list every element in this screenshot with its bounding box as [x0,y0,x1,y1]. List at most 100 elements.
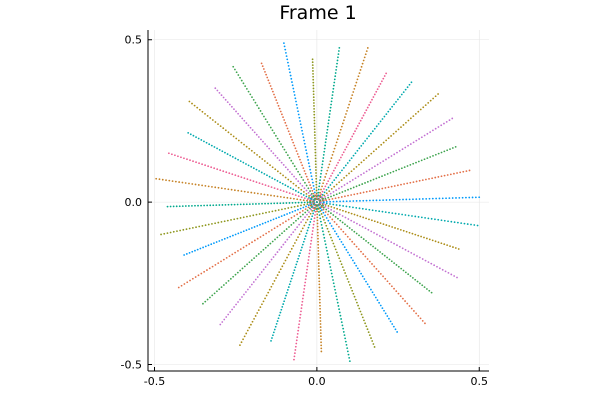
data-point [345,174,348,177]
data-point [440,151,443,154]
data-point [326,227,329,230]
data-point [266,162,269,165]
data-point [342,151,345,154]
ray-31 [315,201,426,325]
data-point [241,267,244,270]
data-point [218,288,221,291]
data-point [314,151,317,154]
data-point [355,245,358,248]
data-point [303,170,306,172]
data-point [296,213,299,216]
data-point [276,188,279,191]
data-point [284,297,286,300]
data-point [268,230,270,233]
data-point [333,185,336,188]
data-point [253,257,256,259]
data-point [363,278,366,280]
data-point [357,248,360,251]
data-point [332,203,335,206]
data-point [176,230,178,233]
data-point [350,170,353,173]
data-point [266,121,269,123]
data-point [274,238,276,241]
data-point [332,150,335,153]
data-point [356,214,359,217]
data-point [365,50,368,52]
data-point [278,248,281,251]
data-point [202,302,204,305]
data-point [249,179,252,182]
data-point [311,181,314,184]
data-point [384,277,387,280]
data-point [337,53,340,56]
data-point [273,93,275,96]
data-point [207,223,210,226]
data-point [378,301,381,304]
data-point [337,235,340,238]
data-point [340,185,343,188]
data-point [383,254,386,257]
data-point [228,172,231,175]
data-point [294,345,297,348]
data-point [350,286,352,289]
data-point [398,150,401,152]
data-point [298,255,300,257]
data-point [337,254,339,257]
data-point [210,144,213,147]
data-point [220,94,223,97]
data-point [231,308,234,311]
data-point [289,250,292,253]
data-point [424,104,427,106]
data-point [320,172,322,175]
data-point [217,262,220,264]
data-point [316,228,319,231]
data-point [401,213,404,216]
data-point [296,336,299,338]
data-point [418,282,421,285]
data-point [421,319,424,322]
data-point [362,216,365,219]
data-point [358,270,361,272]
data-point [332,91,334,93]
data-point [299,207,302,210]
data-point [405,121,407,124]
data-point [468,196,471,199]
data-point [341,191,344,193]
data-point [294,201,297,204]
data-point [201,184,204,187]
data-point [332,242,335,245]
data-point [318,214,321,217]
data-point [313,220,315,223]
data-point [338,238,341,241]
ray-11 [260,62,318,204]
data-point [333,210,335,213]
data-point [235,71,238,74]
data-point [230,219,232,221]
data-point [320,344,323,347]
data-point [356,125,359,127]
data-point [299,252,301,255]
data-point [409,181,412,184]
data-point [305,184,308,187]
data-point [348,172,350,175]
data-point [324,214,326,217]
data-point [297,180,300,183]
data-point [319,317,322,319]
data-point [351,228,353,231]
data-point [241,296,243,298]
data-point [253,192,256,194]
data-point [299,198,302,201]
data-point [337,135,340,137]
data-point [392,198,394,201]
data-point [362,253,365,255]
data-point [329,203,331,205]
data-point [231,234,234,237]
data-point [267,202,270,205]
data-point [284,121,287,124]
data-point [242,246,245,249]
data-point [312,70,314,72]
data-point [326,169,329,172]
data-point [354,298,357,301]
data-point [212,204,215,207]
data-point [317,262,320,264]
